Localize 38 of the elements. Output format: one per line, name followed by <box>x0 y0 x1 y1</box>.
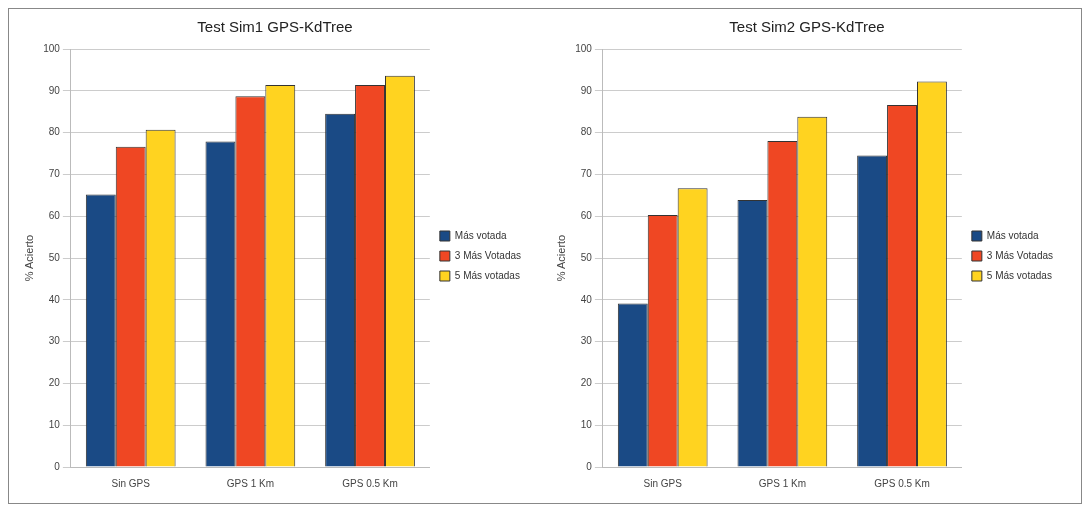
y-tick-label: 90 <box>580 84 593 96</box>
y-tick-label: 100 <box>43 42 61 54</box>
x-tick-label: GPS 0.5 Km <box>342 477 398 489</box>
x-tick-label: GPS 1 Km <box>226 477 274 489</box>
legend-label: 5 Más votadas <box>986 269 1052 281</box>
y-tick-label: 10 <box>48 418 61 430</box>
legend-label: Más votada <box>454 229 507 241</box>
y-tick-label: 60 <box>580 209 593 221</box>
y-tick-label: 20 <box>580 377 593 389</box>
x-tick-label: GPS 1 Km <box>758 477 806 489</box>
x-tick-label: Sin GPS <box>643 477 683 489</box>
y-tick-label: 30 <box>48 335 61 347</box>
y-tick-label: 50 <box>580 251 593 263</box>
y-tick-label: 40 <box>580 293 593 305</box>
x-tick-label: GPS 0.5 Km <box>874 477 930 489</box>
y-tick-label: 0 <box>54 460 61 472</box>
legend-label: 3 Más Votadas <box>454 249 521 261</box>
y-tick-label: 80 <box>580 126 593 138</box>
legend-label: 5 Más votadas <box>454 269 520 281</box>
y-tick-label: 10 <box>580 418 593 430</box>
x-tick-label: Sin GPS <box>111 477 151 489</box>
y-tick-label: 40 <box>48 293 61 305</box>
y-tick-label: 50 <box>48 251 61 263</box>
legend-label: 3 Más Votadas <box>986 249 1053 261</box>
y-tick-label: 60 <box>48 209 61 221</box>
y-tick-label: 30 <box>580 335 593 347</box>
y-tick-label: 70 <box>48 168 61 180</box>
y-tick-label: 0 <box>586 460 593 472</box>
legend-label: Más votada <box>986 229 1039 241</box>
y-tick-label: 20 <box>48 377 61 389</box>
y-tick-label: 80 <box>48 126 61 138</box>
y-tick-label: 70 <box>580 168 593 180</box>
chart-title: Test Sim1 GPS-KdTree <box>197 18 353 36</box>
y-tick-label: 90 <box>48 84 61 96</box>
chart-title: Test Sim2 GPS-KdTree <box>729 18 885 36</box>
y-tick-label: 100 <box>575 42 593 54</box>
y-axis-title: % Acierto <box>22 234 35 282</box>
y-axis-title: % Acierto <box>554 234 567 282</box>
